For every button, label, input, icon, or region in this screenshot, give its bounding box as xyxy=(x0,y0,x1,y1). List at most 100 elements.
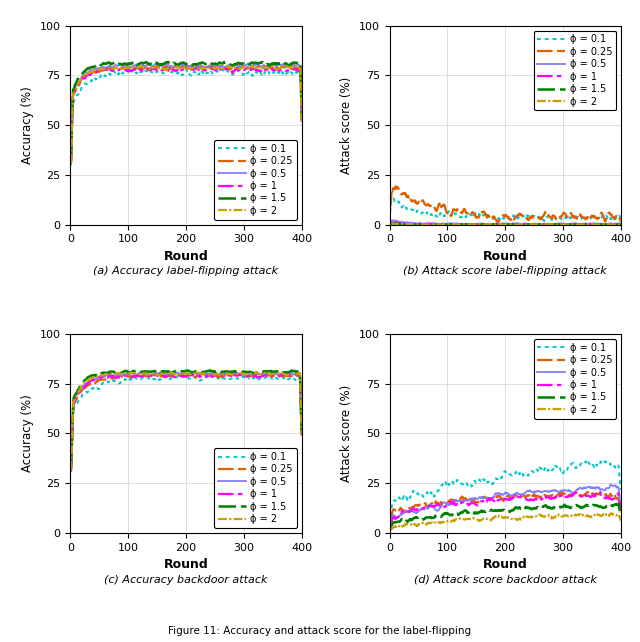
ϕ = 0.25 xyxy=(387,517,394,525)
ϕ = 0.5 xyxy=(159,62,167,69)
Text: Figure 11: Accuracy and attack score for the label-flipping: Figure 11: Accuracy and attack score for… xyxy=(168,625,472,636)
ϕ = 1 xyxy=(212,65,220,73)
ϕ = 2 xyxy=(387,526,394,534)
ϕ = 0.25 xyxy=(555,213,563,220)
ϕ = 0.1 xyxy=(414,490,422,498)
ϕ = 0.5 xyxy=(532,220,540,228)
ϕ = 1 xyxy=(478,220,486,228)
ϕ = 2 xyxy=(67,159,75,166)
ϕ = 0.5 xyxy=(153,60,161,67)
ϕ = 0.1 xyxy=(213,67,221,74)
ϕ = 2 xyxy=(212,65,220,73)
ϕ = 1 xyxy=(142,372,150,380)
ϕ = 0.25 xyxy=(554,491,562,499)
X-axis label: Round: Round xyxy=(483,250,527,263)
ϕ = 2 xyxy=(95,66,102,74)
ϕ = 0.5 xyxy=(477,494,485,502)
ϕ = 0.25 xyxy=(415,199,422,207)
ϕ = 0.5 xyxy=(531,489,539,496)
ϕ = 0.5 xyxy=(95,373,102,381)
ϕ = 1.5 xyxy=(236,59,243,67)
ϕ = 2 xyxy=(212,370,220,378)
X-axis label: Round: Round xyxy=(164,250,209,263)
ϕ = 0.1 xyxy=(234,375,241,383)
ϕ = 0.1 xyxy=(164,64,172,72)
Line: ϕ = 0.25: ϕ = 0.25 xyxy=(71,373,301,471)
ϕ = 2 xyxy=(555,220,563,228)
Text: (a) Accuracy label-flipping attack: (a) Accuracy label-flipping attack xyxy=(93,266,278,276)
ϕ = 2 xyxy=(554,511,562,519)
Line: ϕ = 1.5: ϕ = 1.5 xyxy=(71,62,301,161)
Line: ϕ = 0.1: ϕ = 0.1 xyxy=(71,375,301,473)
ϕ = 0.5 xyxy=(142,62,150,69)
Line: ϕ = 2: ϕ = 2 xyxy=(390,513,621,530)
ϕ = 0.1 xyxy=(389,194,397,202)
ϕ = 2 xyxy=(388,220,396,227)
ϕ = 2 xyxy=(234,64,241,72)
ϕ = 0.1 xyxy=(555,213,563,221)
ϕ = 1.5 xyxy=(554,504,562,512)
ϕ = 1.5 xyxy=(532,221,540,229)
ϕ = 1 xyxy=(387,220,394,227)
ϕ = 1.5 xyxy=(553,504,561,512)
ϕ = 1.5 xyxy=(234,368,242,376)
ϕ = 0.25 xyxy=(142,372,150,380)
Line: ϕ = 0.1: ϕ = 0.1 xyxy=(390,198,621,221)
ϕ = 0.1 xyxy=(554,214,562,222)
ϕ = 1 xyxy=(554,220,562,228)
ϕ = 0.25 xyxy=(508,218,516,226)
ϕ = 0.5 xyxy=(462,220,470,228)
Text: (c) Accuracy backdoor attack: (c) Accuracy backdoor attack xyxy=(104,575,268,585)
ϕ = 0.5 xyxy=(298,115,305,123)
ϕ = 0.25 xyxy=(213,372,221,380)
ϕ = 1 xyxy=(159,371,167,379)
ϕ = 2 xyxy=(617,220,625,228)
ϕ = 1 xyxy=(617,505,625,513)
ϕ = 2 xyxy=(463,221,470,229)
ϕ = 0.1 xyxy=(462,214,470,221)
ϕ = 1.5 xyxy=(142,58,150,66)
ϕ = 0.5 xyxy=(525,221,532,229)
ϕ = 2 xyxy=(159,369,166,377)
ϕ = 0.25 xyxy=(554,214,562,221)
Y-axis label: Accuracy (%): Accuracy (%) xyxy=(21,395,34,473)
Line: ϕ = 0.5: ϕ = 0.5 xyxy=(390,220,621,225)
ϕ = 1.5 xyxy=(463,221,470,229)
ϕ = 0.1 xyxy=(235,374,243,381)
Text: (d) Attack score backdoor attack: (d) Attack score backdoor attack xyxy=(413,575,596,585)
Line: ϕ = 1: ϕ = 1 xyxy=(71,67,301,162)
ϕ = 1 xyxy=(95,374,102,382)
ϕ = 1.5 xyxy=(438,221,445,229)
ϕ = 1.5 xyxy=(414,514,422,522)
ϕ = 2 xyxy=(554,220,562,228)
ϕ = 0.5 xyxy=(159,368,166,376)
ϕ = 1.5 xyxy=(234,59,242,67)
ϕ = 0.5 xyxy=(390,216,398,224)
Line: ϕ = 0.5: ϕ = 0.5 xyxy=(71,372,301,471)
Line: ϕ = 2: ϕ = 2 xyxy=(390,223,621,225)
ϕ = 0.25 xyxy=(461,494,469,502)
ϕ = 0.1 xyxy=(478,213,486,220)
ϕ = 0.25 xyxy=(617,216,625,224)
ϕ = 2 xyxy=(387,220,394,228)
ϕ = 1.5 xyxy=(142,368,150,376)
ϕ = 0.1 xyxy=(298,431,305,439)
ϕ = 1 xyxy=(461,500,469,508)
ϕ = 0.25 xyxy=(213,63,221,71)
ϕ = 0.5 xyxy=(234,370,242,377)
ϕ = 0.25 xyxy=(236,64,243,72)
Legend: ϕ = 0.1, ϕ = 0.25, ϕ = 0.5, ϕ = 1, ϕ = 1.5, ϕ = 2: ϕ = 0.1, ϕ = 0.25, ϕ = 0.5, ϕ = 1, ϕ = 1… xyxy=(534,339,616,419)
Line: ϕ = 0.25: ϕ = 0.25 xyxy=(390,492,621,521)
ϕ = 0.25 xyxy=(234,371,242,379)
ϕ = 1 xyxy=(237,64,244,71)
ϕ = 0.5 xyxy=(414,508,422,516)
Line: ϕ = 1: ϕ = 1 xyxy=(390,223,621,225)
ϕ = 2 xyxy=(252,369,260,376)
ϕ = 0.25 xyxy=(298,432,305,440)
Line: ϕ = 2: ϕ = 2 xyxy=(71,372,301,470)
ϕ = 0.25 xyxy=(209,369,217,377)
Y-axis label: Attack score (%): Attack score (%) xyxy=(340,385,353,482)
ϕ = 0.1 xyxy=(159,68,166,76)
ϕ = 0.1 xyxy=(477,475,485,483)
ϕ = 2 xyxy=(531,512,539,520)
